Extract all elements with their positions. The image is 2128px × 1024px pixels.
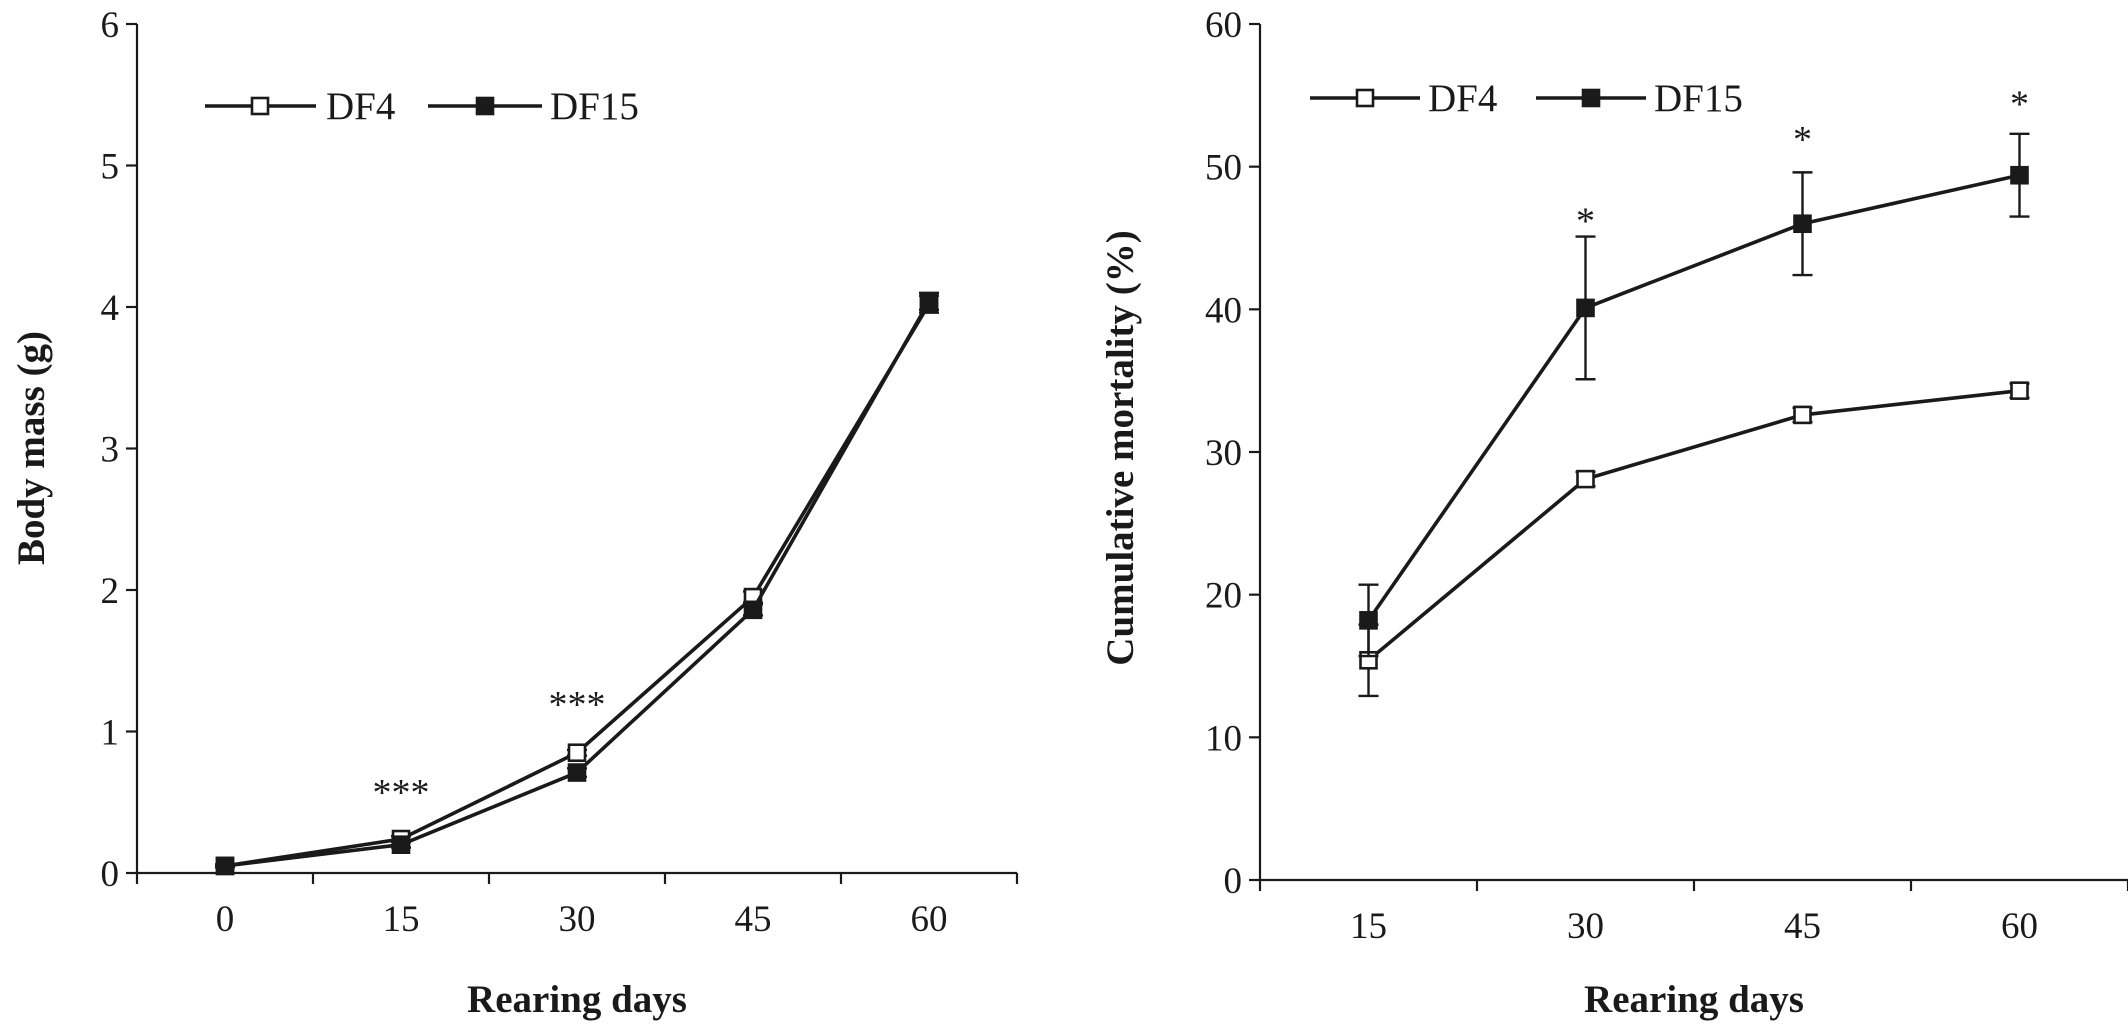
- chart-1-y-tick-label: 4: [101, 288, 120, 329]
- chart-1-significance-label: ***: [373, 772, 430, 814]
- chart-1-series-df15-point: [215, 856, 235, 876]
- chart-2-y-tick-label: 30: [1205, 433, 1242, 474]
- chart-1-y-tick-label: 0: [101, 854, 120, 895]
- chart-2-legend-df4-label: DF4: [1428, 77, 1497, 120]
- chart-2-series-df15-line: [1367, 173, 2020, 622]
- chart-2-y-tick-label: 0: [1224, 861, 1243, 902]
- chart-1-series-df4-point: [567, 743, 587, 763]
- chart-1-x-tick-label: 60: [911, 899, 948, 940]
- chart-1-significance-label: ***: [549, 684, 606, 726]
- chart-1-y-tick-label: 2: [101, 571, 120, 612]
- chart-1-legend-df4-marker: [250, 96, 270, 116]
- chart-1-y-tick-label: 5: [101, 147, 120, 188]
- chart-2-x-tick-label: 15: [1350, 906, 1387, 947]
- chart-1-series-df15-point: [743, 600, 763, 620]
- chart-2-legend-df15-marker: [1581, 88, 1601, 108]
- chart-2-legend-df15-label: DF15: [1654, 77, 1743, 120]
- chart-1-x-tick-label: 45: [735, 899, 772, 940]
- chart-1-x-tick-label: 0: [216, 899, 235, 940]
- chart-2-x-tick-label: 45: [1784, 906, 1821, 947]
- chart-1-legend-df4-label: DF4: [326, 85, 395, 128]
- chart-2-significance-label: *: [1576, 200, 1595, 242]
- chart-1-y-tick-label: 1: [101, 713, 120, 754]
- chart-1-x-tick-label: 15: [383, 899, 420, 940]
- chart-2-y-tick-label: 50: [1205, 148, 1242, 189]
- chart-1-x-axis-title: Rearing days: [467, 978, 687, 1021]
- chart-2-significance-label: *: [2010, 83, 2029, 125]
- chart-1-y-tick-label: 3: [101, 430, 120, 471]
- chart-2-series-df15-point: [1359, 611, 1378, 630]
- chart-1-legend-df15-marker: [475, 96, 495, 116]
- chart-1-y-tick-label: 6: [101, 5, 120, 46]
- chart-2-series-df15-point: [2010, 165, 2029, 185]
- chart-2-series-df4-point: [1793, 405, 1812, 425]
- chart-2-y-tick-label: 40: [1205, 290, 1242, 331]
- chart-2-significance-label: *: [1793, 119, 1812, 161]
- chart-1-series-df15-point: [567, 763, 587, 782]
- chart-2-series-df4-point: [1576, 469, 1595, 489]
- chart-2-series-df4-line: [1367, 388, 2020, 662]
- chart-1-x-tick-label: 30: [559, 899, 596, 940]
- chart-2-legend-df4-marker: [1355, 88, 1375, 108]
- chart-2-series-df15-point: [1576, 298, 1595, 318]
- chart-2-series-df15-point: [1793, 214, 1812, 234]
- chart-2-y-tick-label: 60: [1205, 5, 1242, 46]
- cumulative-mortality-chart: 0 10 20 30 40 50 60 15 30 45 60 Rearing days Cumulat…: [1099, 5, 2128, 1021]
- chart-1-series-df15-point: [919, 292, 939, 311]
- chart-2-y-tick-label: 20: [1205, 576, 1242, 617]
- chart-2-series-df4-point: [2010, 381, 2029, 400]
- chart-1-series-df15-point: [391, 835, 411, 855]
- chart-1-y-axis-title: Body mass (g): [10, 331, 53, 565]
- chart-2-y-tick-label: 10: [1205, 718, 1242, 759]
- chart-2-y-axis-title: Cumulative mortality (%): [1099, 230, 1142, 665]
- chart-2-x-tick-label: 60: [2001, 906, 2038, 947]
- chart-2-x-axis-title: Rearing days: [1584, 978, 1804, 1021]
- chart-1-legend-df15-label: DF15: [550, 85, 639, 128]
- chart-2-x-tick-label: 30: [1567, 906, 1604, 947]
